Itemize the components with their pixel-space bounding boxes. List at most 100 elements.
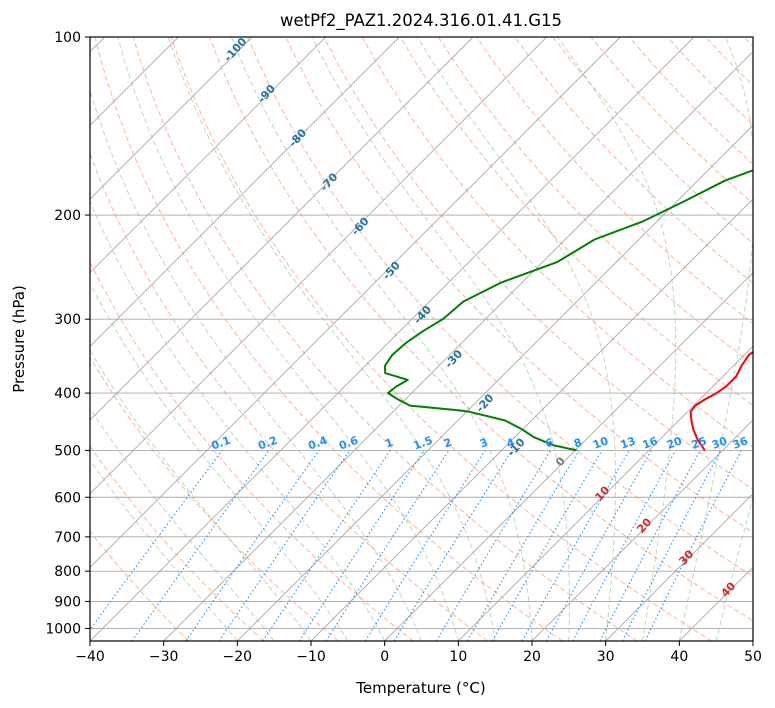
- moist-adiabat-line: [90, 200, 386, 641]
- mixing-ratio-label: 0.4: [306, 434, 329, 453]
- isotherm-line: [90, 37, 547, 495]
- sounding-profiles: [383, 169, 753, 452]
- mixing-ratio-line: [572, 450, 676, 641]
- y-tick-label: 800: [54, 564, 81, 580]
- dry-adiabat-line: [399, 37, 753, 407]
- mixing-ratio-line: [262, 450, 391, 641]
- x-tick-label: 10: [449, 649, 467, 665]
- x-tick-label: −30: [149, 649, 179, 665]
- moist-adiabat-line: [90, 407, 275, 641]
- isotherm-line: [384, 272, 753, 641]
- dry-adiabat-line: [132, 37, 638, 641]
- mixing-ratio-line: [298, 450, 425, 641]
- mixing-ratio-label: 10: [591, 434, 610, 452]
- mixing-ratio-label: 8: [572, 436, 584, 451]
- isotherm-line: [90, 37, 253, 200]
- mixing-ratio-label: 20: [665, 434, 684, 452]
- mixing-ratio-label: 2: [442, 436, 454, 451]
- moist-adiabats: [90, 37, 753, 641]
- isotherm-line: [605, 493, 753, 641]
- x-axis-title: Temperature (°C): [355, 679, 485, 697]
- y-axis-title: Pressure (hPa): [10, 285, 28, 393]
- mixing-ratio-line: [644, 450, 742, 641]
- isotherm-line: [90, 37, 695, 641]
- moist-adiabat-line: [715, 495, 753, 641]
- mixing-ratio-label: 16: [641, 434, 660, 452]
- mixing-ratio-label: 30: [710, 434, 729, 452]
- moist-adiabat-line: [90, 282, 349, 641]
- moist-adiabat-line: [311, 37, 570, 641]
- x-tick-label: 30: [597, 649, 615, 665]
- mixing-ratio-lines: [90, 450, 742, 641]
- dewpoint-profile-line: [383, 169, 753, 452]
- isotherms: [90, 37, 753, 641]
- moist-adiabat-line: [90, 88, 422, 641]
- moist-adiabat-line: [557, 37, 677, 641]
- dry-adiabat-line: [170, 37, 712, 641]
- plot-frame: [89, 36, 754, 642]
- mixing-ratio-label: 1: [383, 436, 395, 451]
- y-tick-label: 400: [54, 386, 81, 402]
- moist-adiabat-line: [230, 37, 533, 641]
- chart-title: wetPf2_PAZ1.2024.316.01.41.G15: [280, 11, 562, 31]
- temperature-profile-line: [689, 350, 753, 451]
- mixing-ratio-line: [218, 450, 351, 641]
- x-axis: −40 −30 −20 −10 0 10 20 30 40 50: [75, 641, 762, 665]
- mixing-ratio-label: 0.1: [210, 434, 233, 453]
- y-tick-label: 300: [54, 312, 81, 328]
- isotherm-line: [90, 37, 326, 274]
- x-tick-label: −10: [296, 649, 326, 665]
- mixing-ratio-label: 25: [690, 434, 709, 451]
- moist-adiabat-line: [117, 37, 459, 641]
- y-tick-label: 500: [54, 443, 81, 459]
- mixing-ratio-line: [185, 450, 320, 641]
- moist-adiabat-line: [417, 37, 617, 641]
- dry-adiabat-line: [90, 152, 488, 641]
- x-tick-label: −20: [223, 649, 253, 665]
- y-tick-label: 200: [54, 208, 81, 224]
- y-tick-label: 700: [54, 530, 81, 546]
- moist-adiabat-line: [167, 37, 496, 641]
- isotherm-line: [90, 37, 400, 347]
- mixing-ratio-label: 1.5: [412, 434, 435, 453]
- isotherm-line: [531, 419, 753, 641]
- mixing-ratio-label: 4: [505, 436, 517, 451]
- isotherm-line: [237, 124, 753, 641]
- x-tick-label: 20: [523, 649, 541, 665]
- dry-adiabat-line: [90, 356, 339, 641]
- y-axis: 100 200 300 400 500 600 700 800 900 1000: [45, 30, 90, 637]
- dry-adiabat-line: [437, 37, 753, 365]
- mixing-ratio-line: [621, 450, 722, 641]
- isotherm-line: [163, 51, 753, 641]
- x-tick-label: 40: [670, 649, 688, 665]
- dry-adiabat-line: [90, 530, 190, 641]
- dry-adiabat-line: [209, 37, 753, 622]
- dry-adiabat-line: [94, 37, 563, 641]
- dry-adiabat-line: [323, 37, 753, 491]
- x-tick-label: −40: [75, 649, 105, 665]
- dry-adiabat-line: [90, 445, 264, 641]
- mixing-ratio-label: 36: [731, 434, 750, 452]
- mixing-ratio-label: 3: [478, 436, 490, 451]
- dry-adiabat-line: [247, 37, 753, 577]
- mixing-ratio-label: 0.6: [337, 434, 360, 453]
- y-tick-label: 900: [54, 594, 81, 610]
- y-tick-label: 1000: [45, 621, 81, 637]
- mixing-ratio-line: [545, 450, 652, 641]
- x-tick-label: 50: [744, 649, 762, 665]
- x-tick-label: 0: [380, 649, 389, 665]
- isotherm-line: [90, 37, 621, 568]
- isotherm-line: [458, 345, 753, 641]
- isotherm-line: [310, 198, 753, 641]
- mixing-ratio-label: 13: [619, 434, 638, 451]
- y-tick-label: 600: [54, 490, 81, 506]
- y-tick-label: 100: [54, 30, 81, 46]
- mixing-ratio-line: [521, 450, 630, 641]
- moist-adiabat-line: [678, 37, 753, 641]
- dry-adiabat-line: [514, 37, 753, 284]
- mixing-ratio-line: [393, 450, 513, 641]
- mixing-ratio-label: 6: [544, 436, 556, 451]
